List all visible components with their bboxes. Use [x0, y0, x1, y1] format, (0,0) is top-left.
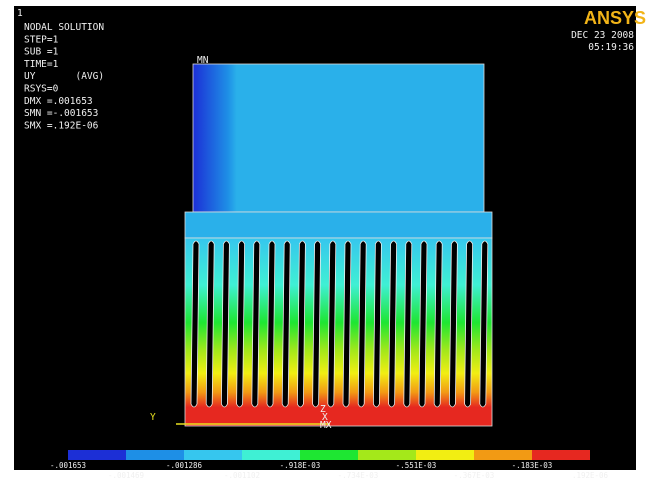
info-line: TIME=1 — [24, 59, 59, 70]
min-label: MN — [197, 55, 209, 66]
info-line: STEP=1 — [24, 34, 59, 45]
legend-label: -.001469 — [108, 471, 144, 480]
legend-label: -.551E-03 — [396, 461, 437, 470]
info-line: SMN =-.001653 — [24, 108, 98, 119]
info-line: DMX =.001653 — [24, 96, 93, 107]
legend-label: -.918E-03 — [280, 461, 321, 470]
legend-label: -.001653 — [50, 461, 86, 470]
legend-band — [68, 450, 126, 460]
info-line: UY (AVG) — [24, 71, 104, 82]
max-label: MX — [320, 420, 332, 431]
info-line: SMX =.192E-06 — [24, 120, 99, 131]
legend-label: -.367E-03 — [454, 471, 495, 480]
collar — [185, 212, 492, 238]
legend-band — [416, 450, 474, 460]
info-line: NODAL SOLUTION — [24, 22, 104, 33]
model — [176, 64, 492, 426]
legend-band — [358, 450, 416, 460]
legend-label: -.734E-03 — [338, 471, 379, 480]
legend-band — [300, 450, 358, 460]
legend-label: -.001102 — [224, 471, 260, 480]
legend-band — [242, 450, 300, 460]
legend-label: .192E-06 — [572, 471, 609, 480]
info-line: RSYS=0 — [24, 84, 59, 95]
legend-label: -.001286 — [166, 461, 203, 470]
legend-band — [532, 450, 590, 460]
legend-label: -.183E-03 — [512, 461, 553, 470]
info-line: SUB =1 — [24, 47, 59, 58]
legend-band — [184, 450, 242, 460]
window-number: 1 — [17, 8, 23, 19]
time: 05:19:36 — [588, 42, 634, 53]
legend-band — [126, 450, 184, 460]
cylinder-top — [193, 64, 484, 212]
ansys-logo: ANSYS — [584, 8, 646, 28]
axis-label: Y — [150, 412, 156, 423]
ansys-window: 1 ANSYS DEC 23 2008 05:19:36 NODAL SOLUT… — [0, 0, 648, 484]
legend-band — [474, 450, 532, 460]
date: DEC 23 2008 — [571, 30, 634, 41]
slotted-section — [185, 238, 492, 426]
